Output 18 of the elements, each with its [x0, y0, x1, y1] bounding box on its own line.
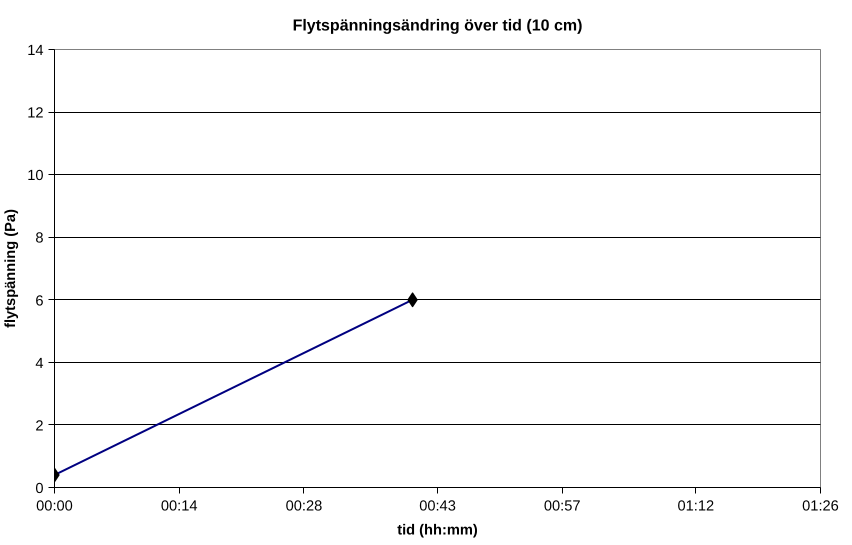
y-tick-label: 6: [35, 293, 44, 310]
x-tick-label: 01:12: [677, 498, 714, 514]
y-axis-title: flytspänning (Pa): [3, 208, 20, 328]
chart-title: Flytspänningsändring över tid (10 cm): [292, 18, 582, 34]
x-tick-label: 01:26: [802, 498, 839, 514]
y-tick-label: 4: [35, 356, 44, 372]
y-tick-label: 12: [27, 106, 44, 122]
x-tick-label: 00:28: [286, 498, 322, 514]
x-axis-title: tid (hh:mm): [397, 522, 478, 538]
y-tick-label: 14: [27, 43, 44, 59]
y-tick-label: 0: [35, 481, 44, 497]
y-tick-label: 10: [27, 168, 44, 184]
x-tick-label: 00:14: [160, 498, 198, 514]
x-tick-label: 00:00: [36, 498, 73, 514]
x-tick-label: 00:43: [419, 498, 456, 514]
y-tick-label: 8: [35, 230, 44, 247]
x-tick-label: 00:57: [544, 498, 581, 514]
y-tick-label: 2: [35, 418, 44, 434]
